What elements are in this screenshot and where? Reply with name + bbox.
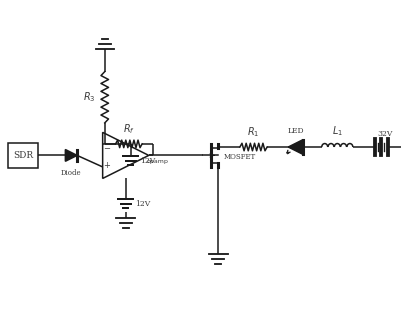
Text: $R_f$: $R_f$: [123, 123, 135, 136]
Text: opamp: opamp: [147, 159, 168, 164]
Text: Diode: Diode: [61, 169, 82, 177]
Bar: [8, 143, 38, 168]
Text: $R_3$: $R_3$: [83, 90, 96, 104]
Text: $+$: $+$: [103, 160, 111, 169]
Text: 12V: 12V: [135, 200, 150, 208]
Text: $L_1$: $L_1$: [332, 124, 343, 138]
Text: $R_1$: $R_1$: [247, 126, 260, 140]
Text: 32V: 32V: [378, 130, 393, 138]
Text: 12V: 12V: [140, 157, 155, 165]
Text: $-$: $-$: [103, 142, 111, 151]
Polygon shape: [288, 140, 303, 154]
Text: LED: LED: [288, 127, 305, 135]
Polygon shape: [65, 150, 77, 161]
Text: MOSFET: MOSFET: [223, 153, 256, 162]
Text: SDR: SDR: [13, 151, 33, 160]
